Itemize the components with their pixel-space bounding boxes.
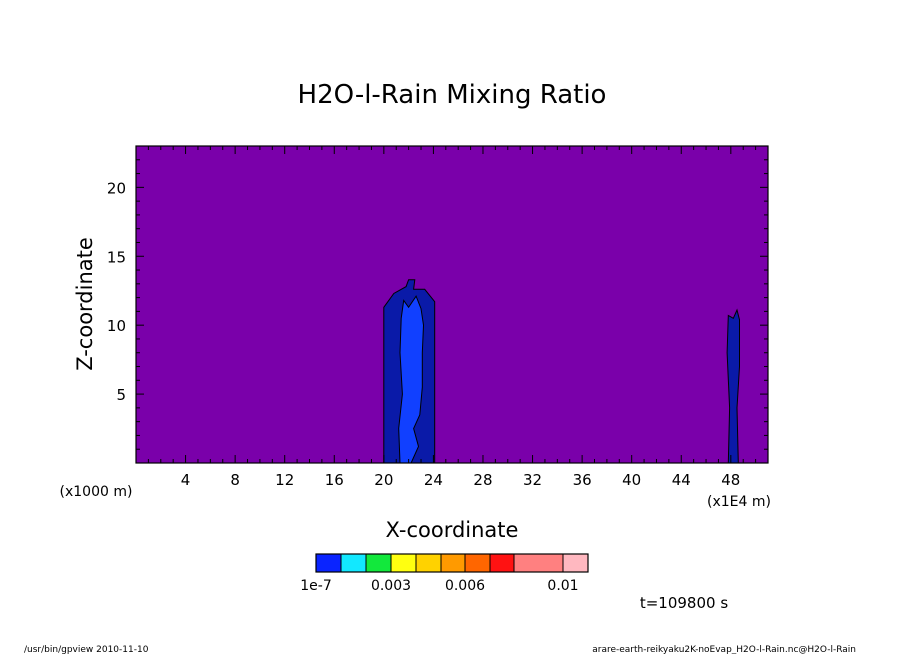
y-tick-label: 5 bbox=[116, 386, 126, 404]
x-tick-label: 28 bbox=[473, 471, 492, 489]
contour-region bbox=[726, 308, 740, 464]
colorbar-frame bbox=[315, 553, 589, 573]
colorbar-swatch bbox=[489, 553, 515, 573]
x-axis-ticks: 4 8 12 16 20 24 28 32 36 40 44 48 bbox=[147, 146, 757, 489]
x-tick-label: 24 bbox=[424, 471, 443, 489]
x-tick-label: 16 bbox=[325, 471, 344, 489]
y-axis-ticks: 5 10 15 20 bbox=[107, 159, 768, 450]
chart-title: H2O-l-Rain Mixing Ratio bbox=[298, 80, 607, 110]
colorbar-label: 0.01 bbox=[547, 578, 578, 594]
colorbar-label: 0.006 bbox=[445, 578, 485, 594]
contour-regions bbox=[383, 279, 740, 464]
colorbar-swatch bbox=[390, 553, 417, 573]
plot-frame bbox=[135, 145, 769, 464]
colorbar-label: 0.003 bbox=[371, 578, 411, 594]
y-tick-label: 10 bbox=[107, 317, 126, 335]
x-tick-label: 36 bbox=[573, 471, 592, 489]
colorbar-swatch bbox=[340, 553, 367, 573]
plot-area bbox=[135, 145, 769, 464]
colorbar-labels: 1e-7 0.003 0.006 0.01 bbox=[300, 578, 578, 594]
colorbar-swatch bbox=[440, 553, 466, 573]
x-tick-label: 8 bbox=[230, 471, 240, 489]
colorbar-label: 1e-7 bbox=[300, 578, 331, 594]
time-annotation: t=109800 s bbox=[640, 594, 728, 612]
y-tick-label: 20 bbox=[107, 179, 126, 197]
colorbar-swatch bbox=[562, 553, 589, 573]
x-tick-label: 20 bbox=[374, 471, 393, 489]
footer-right: arare-earth-reikyaku2K-noEvap_H2O-l-Rain… bbox=[592, 645, 856, 654]
x-tick-label: 44 bbox=[672, 471, 691, 489]
y-tick-label: 15 bbox=[107, 248, 126, 266]
y-axis-label: Z-coordinate bbox=[73, 237, 97, 371]
plot-background bbox=[136, 146, 768, 463]
x-tick-label: 12 bbox=[275, 471, 294, 489]
x-tick-label: 48 bbox=[721, 471, 740, 489]
contour-region bbox=[398, 295, 425, 464]
x-tick-label: 32 bbox=[523, 471, 542, 489]
x-tick-label: 40 bbox=[622, 471, 641, 489]
colorbar bbox=[315, 553, 589, 573]
x-tick-label: 4 bbox=[181, 471, 191, 489]
colorbar-swatch bbox=[315, 553, 342, 573]
y-axis-unit: (x1000 m) bbox=[60, 484, 133, 500]
footer-left: /usr/bin/gpview 2010-11-10 bbox=[24, 645, 149, 654]
colorbar-swatch bbox=[365, 553, 392, 573]
colorbar-swatch bbox=[415, 553, 442, 573]
x-axis-label: X-coordinate bbox=[386, 518, 519, 542]
colorbar-swatch bbox=[513, 553, 564, 573]
colorbar-swatch bbox=[464, 553, 491, 573]
x-axis-unit: (x1E4 m) bbox=[707, 494, 771, 510]
